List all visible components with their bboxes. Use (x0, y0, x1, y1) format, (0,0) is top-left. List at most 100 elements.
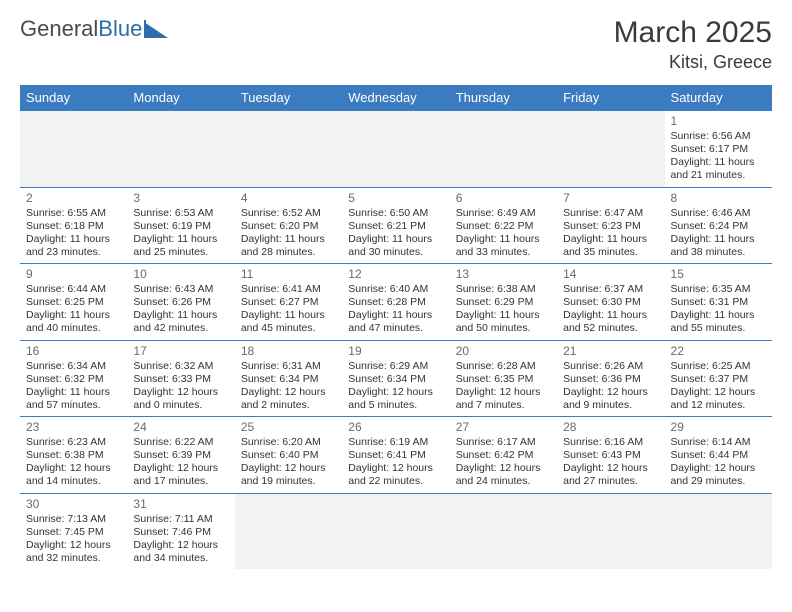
sunset-text: Sunset: 6:33 PM (133, 373, 228, 386)
day-cell: 21Sunrise: 6:26 AMSunset: 6:36 PMDayligh… (557, 340, 664, 417)
title-month: March 2025 (614, 16, 772, 50)
day-number: 7 (563, 191, 658, 206)
sunset-text: Sunset: 6:32 PM (26, 373, 121, 386)
daylight-text: Daylight: 11 hours and 21 minutes. (671, 156, 766, 182)
weekday-monday: Monday (127, 85, 234, 111)
sunset-text: Sunset: 6:27 PM (241, 296, 336, 309)
day-cell: 12Sunrise: 6:40 AMSunset: 6:28 PMDayligh… (342, 264, 449, 341)
sunrise-text: Sunrise: 6:22 AM (133, 436, 228, 449)
day-number: 18 (241, 344, 336, 359)
sunrise-text: Sunrise: 6:56 AM (671, 130, 766, 143)
calendar-table: SundayMondayTuesdayWednesdayThursdayFrid… (20, 85, 772, 569)
sunrise-text: Sunrise: 6:16 AM (563, 436, 658, 449)
sunset-text: Sunset: 6:44 PM (671, 449, 766, 462)
day-number: 29 (671, 420, 766, 435)
sunset-text: Sunset: 6:23 PM (563, 220, 658, 233)
sunset-text: Sunset: 6:24 PM (671, 220, 766, 233)
day-number: 4 (241, 191, 336, 206)
daylight-text: Daylight: 12 hours and 24 minutes. (456, 462, 551, 488)
title-location: Kitsi, Greece (614, 52, 772, 73)
logo-text-1: General (20, 16, 98, 42)
sunrise-text: Sunrise: 6:50 AM (348, 207, 443, 220)
sunset-text: Sunset: 6:36 PM (563, 373, 658, 386)
daylight-text: Daylight: 12 hours and 9 minutes. (563, 386, 658, 412)
day-cell: 27Sunrise: 6:17 AMSunset: 6:42 PMDayligh… (450, 417, 557, 494)
blank-cell (235, 111, 342, 188)
day-cell: 17Sunrise: 6:32 AMSunset: 6:33 PMDayligh… (127, 340, 234, 417)
sunset-text: Sunset: 6:41 PM (348, 449, 443, 462)
daylight-text: Daylight: 12 hours and 5 minutes. (348, 386, 443, 412)
sunrise-text: Sunrise: 7:13 AM (26, 513, 121, 526)
daylight-text: Daylight: 11 hours and 55 minutes. (671, 309, 766, 335)
daylight-text: Daylight: 12 hours and 27 minutes. (563, 462, 658, 488)
sunrise-text: Sunrise: 6:49 AM (456, 207, 551, 220)
blank-cell (20, 111, 127, 188)
sunrise-text: Sunrise: 6:20 AM (241, 436, 336, 449)
day-number: 3 (133, 191, 228, 206)
day-cell: 22Sunrise: 6:25 AMSunset: 6:37 PMDayligh… (665, 340, 772, 417)
week-row: 9Sunrise: 6:44 AMSunset: 6:25 PMDaylight… (20, 264, 772, 341)
sunset-text: Sunset: 6:26 PM (133, 296, 228, 309)
day-cell: 26Sunrise: 6:19 AMSunset: 6:41 PMDayligh… (342, 417, 449, 494)
sunrise-text: Sunrise: 6:53 AM (133, 207, 228, 220)
sunrise-text: Sunrise: 6:47 AM (563, 207, 658, 220)
daylight-text: Daylight: 11 hours and 23 minutes. (26, 233, 121, 259)
day-number: 25 (241, 420, 336, 435)
day-cell: 13Sunrise: 6:38 AMSunset: 6:29 PMDayligh… (450, 264, 557, 341)
daylight-text: Daylight: 12 hours and 14 minutes. (26, 462, 121, 488)
sunset-text: Sunset: 7:45 PM (26, 526, 121, 539)
daylight-text: Daylight: 12 hours and 7 minutes. (456, 386, 551, 412)
daylight-text: Daylight: 11 hours and 40 minutes. (26, 309, 121, 335)
daylight-text: Daylight: 12 hours and 0 minutes. (133, 386, 228, 412)
day-number: 27 (456, 420, 551, 435)
day-cell: 3Sunrise: 6:53 AMSunset: 6:19 PMDaylight… (127, 187, 234, 264)
daylight-text: Daylight: 11 hours and 57 minutes. (26, 386, 121, 412)
day-number: 20 (456, 344, 551, 359)
sunset-text: Sunset: 6:30 PM (563, 296, 658, 309)
week-row: 30Sunrise: 7:13 AMSunset: 7:45 PMDayligh… (20, 493, 772, 569)
day-cell: 14Sunrise: 6:37 AMSunset: 6:30 PMDayligh… (557, 264, 664, 341)
day-number: 15 (671, 267, 766, 282)
day-number: 14 (563, 267, 658, 282)
daylight-text: Daylight: 12 hours and 34 minutes. (133, 539, 228, 565)
day-number: 5 (348, 191, 443, 206)
sunset-text: Sunset: 6:34 PM (348, 373, 443, 386)
daylight-text: Daylight: 11 hours and 47 minutes. (348, 309, 443, 335)
day-cell: 24Sunrise: 6:22 AMSunset: 6:39 PMDayligh… (127, 417, 234, 494)
sunrise-text: Sunrise: 6:43 AM (133, 283, 228, 296)
weekday-sunday: Sunday (20, 85, 127, 111)
week-row: 16Sunrise: 6:34 AMSunset: 6:32 PMDayligh… (20, 340, 772, 417)
sunset-text: Sunset: 6:22 PM (456, 220, 551, 233)
sunset-text: Sunset: 6:39 PM (133, 449, 228, 462)
sunrise-text: Sunrise: 6:44 AM (26, 283, 121, 296)
calendar-body: 1Sunrise: 6:56 AMSunset: 6:17 PMDaylight… (20, 111, 772, 570)
sunset-text: Sunset: 6:28 PM (348, 296, 443, 309)
sunset-text: Sunset: 6:42 PM (456, 449, 551, 462)
sunrise-text: Sunrise: 6:32 AM (133, 360, 228, 373)
day-cell: 28Sunrise: 6:16 AMSunset: 6:43 PMDayligh… (557, 417, 664, 494)
day-cell: 7Sunrise: 6:47 AMSunset: 6:23 PMDaylight… (557, 187, 664, 264)
sunrise-text: Sunrise: 6:37 AM (563, 283, 658, 296)
sunset-text: Sunset: 6:43 PM (563, 449, 658, 462)
daylight-text: Daylight: 12 hours and 12 minutes. (671, 386, 766, 412)
day-number: 16 (26, 344, 121, 359)
blank-cell (450, 111, 557, 188)
day-number: 24 (133, 420, 228, 435)
weekday-tuesday: Tuesday (235, 85, 342, 111)
sunrise-text: Sunrise: 6:26 AM (563, 360, 658, 373)
day-cell: 31Sunrise: 7:11 AMSunset: 7:46 PMDayligh… (127, 493, 234, 569)
sunset-text: Sunset: 6:38 PM (26, 449, 121, 462)
sunrise-text: Sunrise: 6:31 AM (241, 360, 336, 373)
day-cell: 11Sunrise: 6:41 AMSunset: 6:27 PMDayligh… (235, 264, 342, 341)
logo-text-2: Blue (98, 16, 142, 42)
sunset-text: Sunset: 6:31 PM (671, 296, 766, 309)
daylight-text: Daylight: 12 hours and 19 minutes. (241, 462, 336, 488)
sunset-text: Sunset: 6:20 PM (241, 220, 336, 233)
flag-icon (144, 20, 170, 38)
weekday-thursday: Thursday (450, 85, 557, 111)
sunset-text: Sunset: 6:35 PM (456, 373, 551, 386)
daylight-text: Daylight: 12 hours and 29 minutes. (671, 462, 766, 488)
sunrise-text: Sunrise: 6:40 AM (348, 283, 443, 296)
day-cell: 1Sunrise: 6:56 AMSunset: 6:17 PMDaylight… (665, 111, 772, 188)
day-number: 26 (348, 420, 443, 435)
